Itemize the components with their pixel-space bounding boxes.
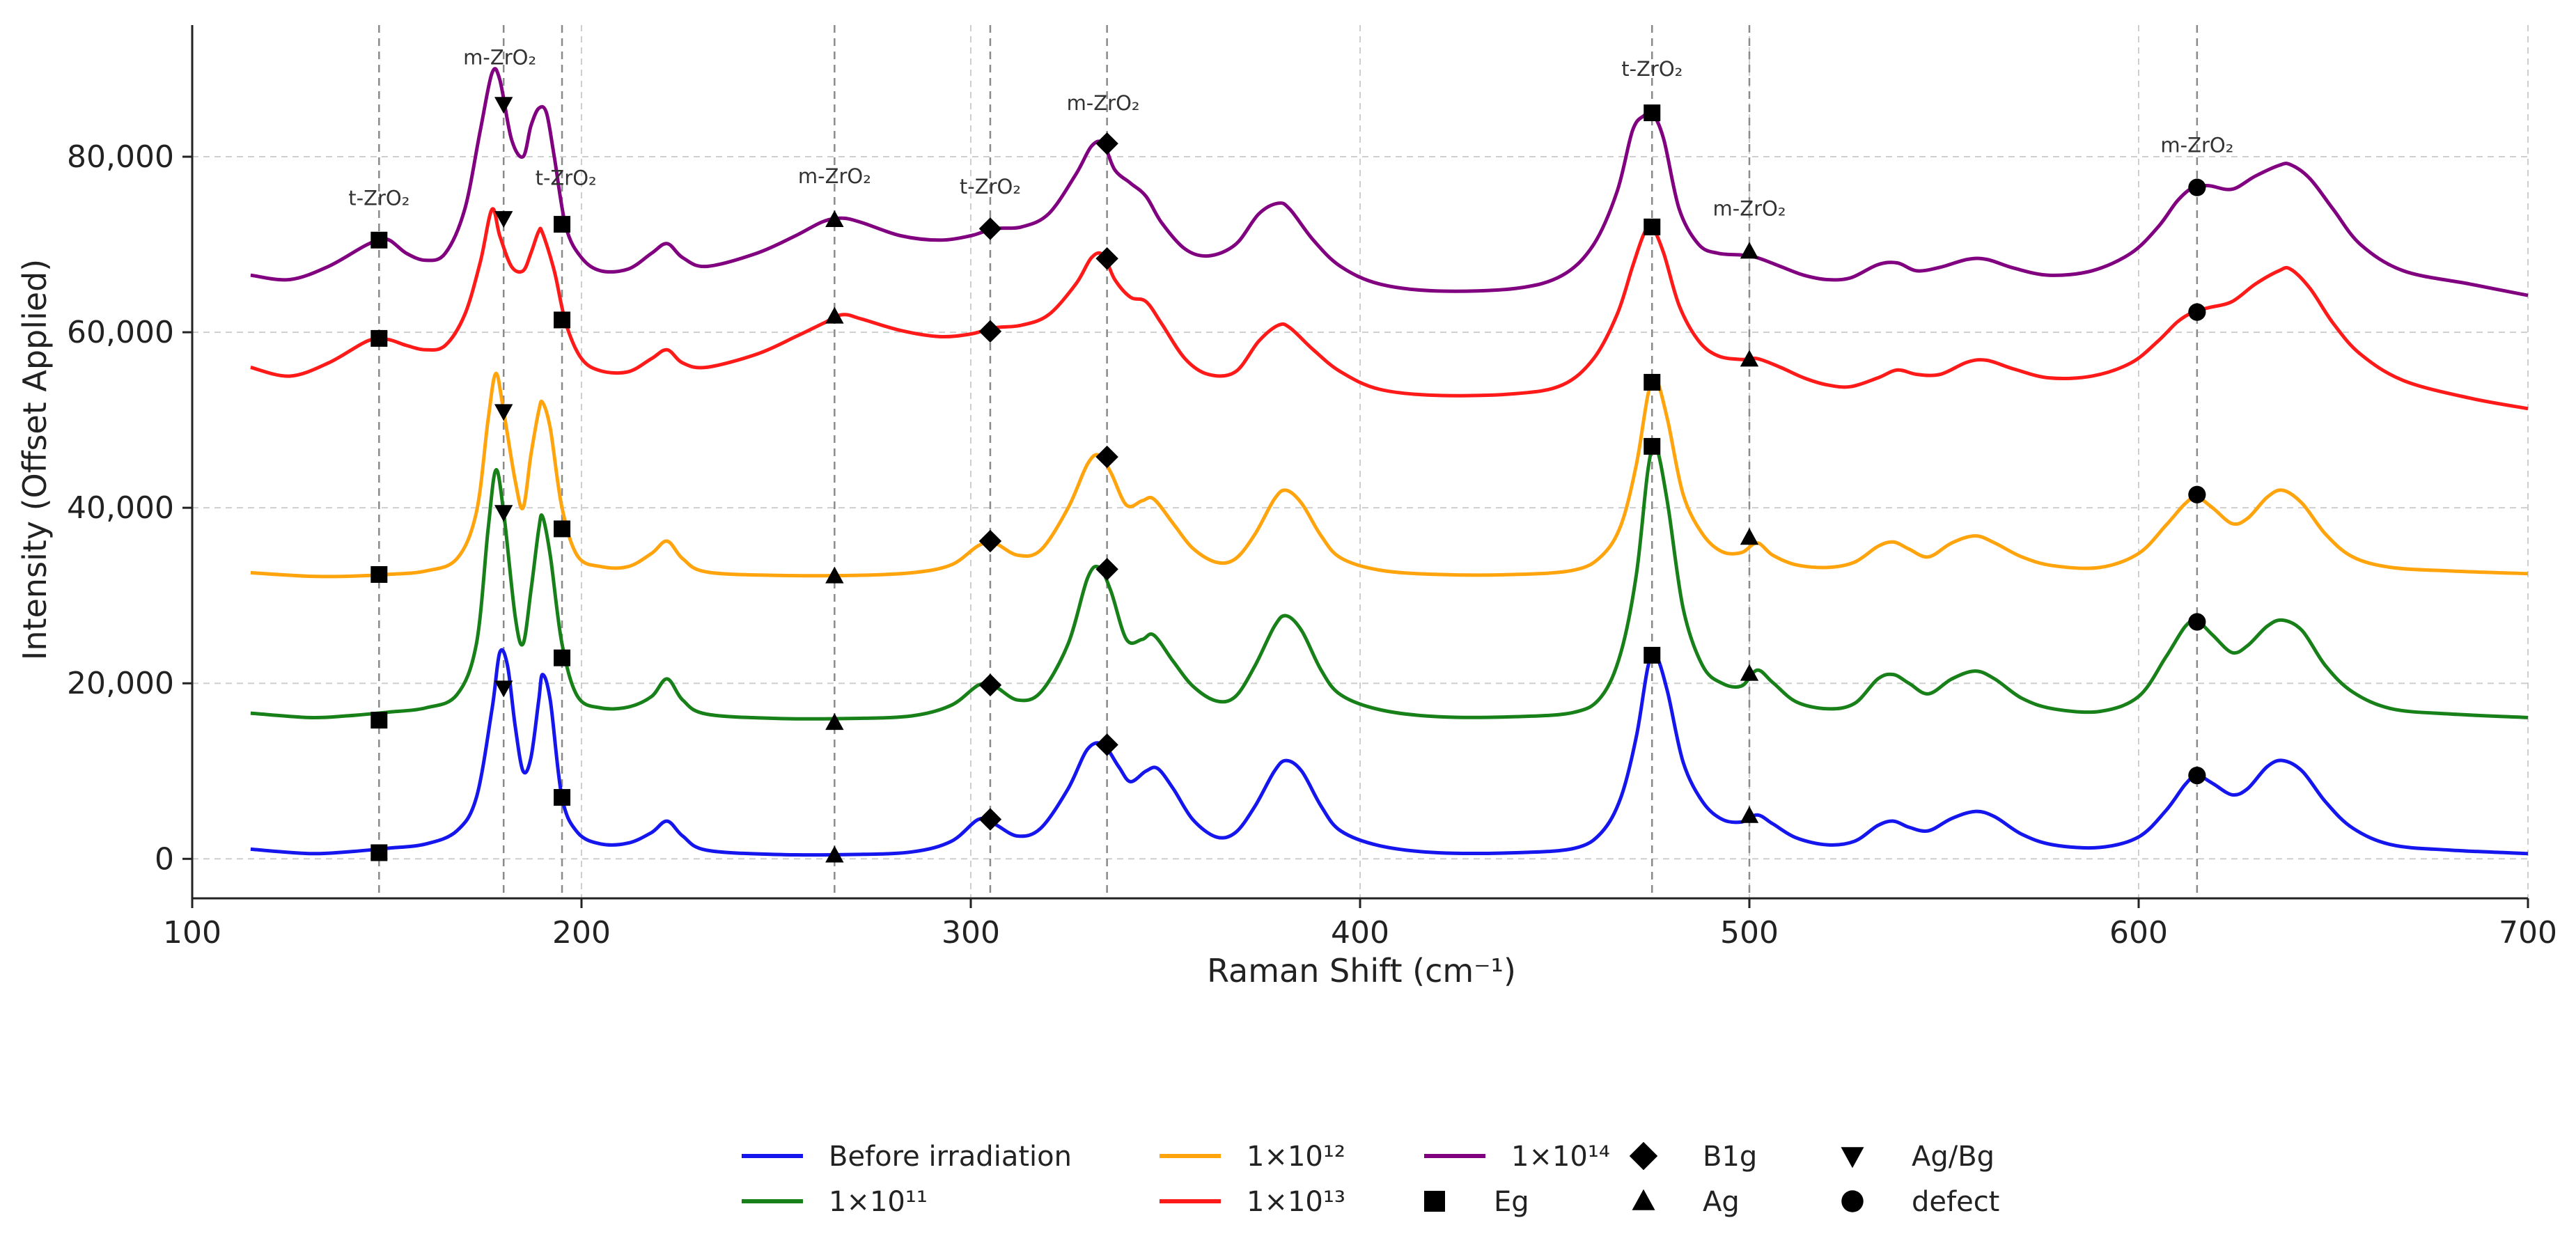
data-marker-circle bbox=[2188, 178, 2206, 196]
peak-reference-lines bbox=[378, 25, 2199, 898]
series-line bbox=[250, 442, 2529, 721]
data-marker-square bbox=[554, 311, 571, 329]
data-marker-up bbox=[1740, 528, 1759, 545]
legend-label: Ag/Bg bbox=[1912, 1141, 1995, 1173]
data-marker-diamond bbox=[978, 217, 1002, 240]
legend-marker-down bbox=[1841, 1147, 1864, 1169]
data-marker-square bbox=[370, 565, 388, 583]
data-marker-down bbox=[494, 211, 513, 228]
data-marker-up bbox=[825, 210, 844, 227]
x-axis-title: Raman Shift (cm⁻¹) bbox=[1207, 952, 1516, 990]
legend-label: Ag bbox=[1703, 1186, 1740, 1218]
data-marker-diamond bbox=[1095, 733, 1118, 756]
legend-label: defect bbox=[1912, 1186, 1999, 1218]
data-marker-diamond bbox=[1095, 247, 1118, 270]
legend-marker-diamond bbox=[1629, 1141, 1658, 1171]
phase-labels: t-ZrO₂ m-ZrO₂ t-ZrO₂ m-ZrO₂ t-ZrO₂ m-ZrO₂ t-Zr… bbox=[348, 46, 2233, 221]
data-marker-square bbox=[1644, 373, 1661, 391]
legend-label: 1×10¹² bbox=[1247, 1141, 1345, 1173]
legend-marker-circle bbox=[1841, 1190, 1864, 1212]
x-tick-label: 500 bbox=[1720, 915, 1779, 951]
x-tick-label: 600 bbox=[2109, 915, 2168, 951]
data-marker-square bbox=[1644, 104, 1661, 122]
phase-label: m-ZrO₂ bbox=[1067, 91, 1140, 115]
data-marker-diamond bbox=[978, 673, 1002, 696]
data-marker-down bbox=[494, 680, 513, 698]
data-marker-down bbox=[494, 404, 513, 421]
marker-group bbox=[370, 97, 2206, 863]
legend-marker-square bbox=[1424, 1191, 1445, 1212]
data-marker-down bbox=[494, 505, 513, 522]
legend-marker-up bbox=[1632, 1189, 1655, 1210]
data-marker-up bbox=[1740, 350, 1759, 367]
y-axis-title: Intensity (Offset Applied) bbox=[16, 259, 54, 660]
x-tick-label: 700 bbox=[2499, 915, 2557, 951]
phase-label: t-ZrO₂ bbox=[960, 175, 1021, 198]
data-marker-circle bbox=[2188, 485, 2206, 503]
data-marker-square bbox=[1644, 218, 1661, 235]
data-marker-square bbox=[1644, 437, 1661, 455]
data-marker-diamond bbox=[978, 808, 1002, 831]
legend: Before irradiation 1×10¹¹ 1×10¹² 1×10¹³ 1×10… bbox=[742, 1141, 1999, 1218]
data-marker-circle bbox=[2188, 303, 2206, 321]
phase-label: t-ZrO₂ bbox=[348, 186, 409, 210]
series-group bbox=[250, 67, 2529, 857]
phase-label: m-ZrO₂ bbox=[798, 164, 871, 188]
data-marker-square bbox=[554, 520, 571, 538]
phase-label: m-ZrO₂ bbox=[1713, 196, 1786, 220]
x-tick-label: 400 bbox=[1331, 915, 1389, 951]
data-marker-up bbox=[825, 713, 844, 731]
legend-label: 1×10¹⁴ bbox=[1511, 1141, 1610, 1173]
data-marker-square bbox=[370, 844, 388, 861]
legend-label: Before irradiation bbox=[829, 1141, 1072, 1173]
phase-label: m-ZrO₂ bbox=[2160, 134, 2233, 157]
legend-label: B1g bbox=[1703, 1141, 1757, 1173]
data-marker-circle bbox=[2188, 766, 2206, 785]
data-marker-up bbox=[825, 306, 844, 324]
data-marker-square bbox=[554, 649, 571, 666]
y-tick-label: 60,000 bbox=[67, 315, 174, 350]
y-tick-label: 40,000 bbox=[67, 490, 174, 526]
data-marker-square bbox=[554, 216, 571, 233]
data-marker-down bbox=[494, 97, 513, 114]
legend-label: 1×10¹¹ bbox=[829, 1186, 928, 1218]
x-tick-label: 300 bbox=[942, 915, 1000, 951]
legend-label: 1×10¹³ bbox=[1247, 1186, 1345, 1218]
series-line bbox=[250, 67, 2529, 297]
y-tick-label: 80,000 bbox=[67, 139, 174, 175]
x-tick-label: 100 bbox=[163, 915, 221, 951]
data-marker-up bbox=[1740, 806, 1759, 823]
y-tick-label: 20,000 bbox=[67, 666, 174, 701]
legend-label: Eg bbox=[1494, 1186, 1529, 1218]
data-marker-up bbox=[825, 845, 844, 863]
data-marker-diamond bbox=[1095, 132, 1118, 155]
y-tick-label: 0 bbox=[155, 841, 174, 877]
data-marker-diamond bbox=[978, 320, 1002, 343]
data-marker-circle bbox=[2188, 613, 2206, 631]
data-marker-diamond bbox=[1095, 445, 1118, 469]
phase-label: t-ZrO₂ bbox=[536, 166, 597, 189]
series-line bbox=[250, 207, 2529, 411]
data-marker-square bbox=[554, 789, 571, 806]
phase-label: t-ZrO₂ bbox=[1621, 57, 1683, 81]
axes: 100 200 300 400 500 600 700 0 20,000 40,000 60,000… bbox=[67, 25, 2557, 951]
series-line bbox=[250, 371, 2529, 579]
data-marker-square bbox=[370, 329, 388, 347]
data-marker-diamond bbox=[978, 529, 1002, 553]
data-marker-up bbox=[1740, 242, 1759, 259]
x-tick-label: 200 bbox=[552, 915, 611, 951]
phase-label: m-ZrO₂ bbox=[463, 46, 536, 70]
data-marker-diamond bbox=[1095, 558, 1118, 581]
series-line bbox=[250, 648, 2529, 857]
data-marker-square bbox=[370, 231, 388, 249]
data-marker-up bbox=[1740, 664, 1759, 681]
data-marker-up bbox=[825, 566, 844, 584]
data-marker-square bbox=[370, 712, 388, 729]
data-marker-square bbox=[1644, 646, 1661, 664]
